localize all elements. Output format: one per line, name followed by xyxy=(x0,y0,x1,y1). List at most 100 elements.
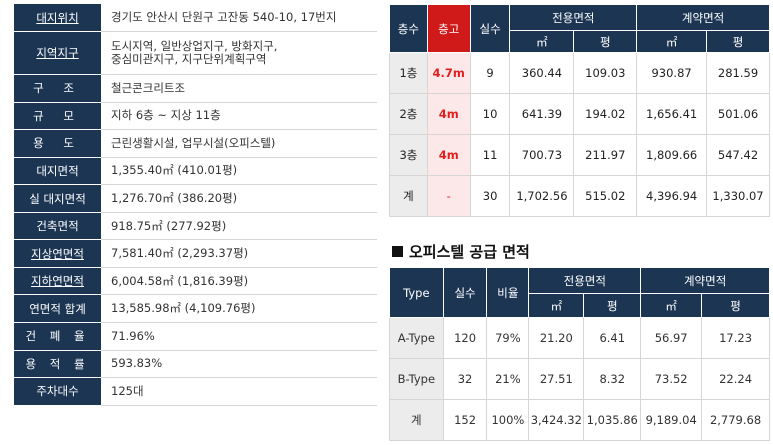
info-row: 구 조 철근콘크리트조 xyxy=(14,74,377,103)
contract-sqm-cell: 56.97 xyxy=(640,317,703,359)
exclusive-sqm-cell: 1,702.56 xyxy=(509,175,575,217)
contract-sqm-cell: 73.52 xyxy=(640,358,703,400)
header-height: 층고 xyxy=(426,4,471,53)
ratio-cell: 100% xyxy=(486,399,530,441)
info-row: 연면적 합계 13,585.98㎡ (4,109.76평) xyxy=(14,294,377,323)
info-row: 용 도 근린생활시설, 업무시설(오피스텔) xyxy=(14,129,377,158)
contract-pyeong-cell: 547.42 xyxy=(706,134,770,176)
officetel-supply-table: Type 실수 비율 전용면적 계약면적 ㎡ 평 ㎡ 평 A-Type 120 … xyxy=(389,267,770,441)
contract-sqm-cell: 930.87 xyxy=(636,52,708,94)
exclusive-sqm-cell: 21.20 xyxy=(528,317,585,359)
exclusive-pyeong-cell: 515.02 xyxy=(573,175,638,217)
table-row-total: 계 - 30 1,702.56 515.02 4,396.94 1,330.07 xyxy=(389,175,770,217)
info-row: 규 모 지하 6층 ~ 지상 11층 xyxy=(14,102,377,131)
info-value: 7,581.40㎡ (2,293.37평) xyxy=(101,239,377,268)
contract-sqm-cell: 9,189.04 xyxy=(640,399,703,441)
type-cell: 계 xyxy=(389,399,444,441)
info-value: 1,276.70㎡ (386.20평) xyxy=(101,184,377,213)
height-cell: 4m xyxy=(426,134,471,176)
rooms-cell: 30 xyxy=(469,175,511,217)
info-row: 건축면적 918.75㎡ (277.92평) xyxy=(14,212,377,241)
info-value: 13,585.98㎡ (4,109.76평) xyxy=(101,294,377,323)
contract-pyeong-cell: 281.59 xyxy=(706,52,770,94)
exclusive-sqm-cell: 641.39 xyxy=(509,93,575,135)
floor-cell: 계 xyxy=(389,175,428,217)
info-key: 연면적 합계 xyxy=(14,294,101,323)
exclusive-sqm-cell: 27.51 xyxy=(528,358,585,400)
section-title: 오피스텔 공급 면적 xyxy=(392,241,530,262)
info-value: 593.83% xyxy=(101,350,377,379)
info-row: 실 대지면적 1,276.70㎡ (386.20평) xyxy=(14,184,377,213)
height-cell: 4m xyxy=(426,93,471,135)
info-row: 대지면적 1,355.40㎡ (410.01평) xyxy=(14,157,377,186)
header-pyeong: 평 xyxy=(573,30,638,53)
floor-cell: 1층 xyxy=(389,52,428,94)
exclusive-pyeong-cell: 8.32 xyxy=(583,358,642,400)
header-type: Type xyxy=(389,267,444,318)
header-ratio: 비율 xyxy=(486,267,530,318)
exclusive-pyeong-cell: 109.03 xyxy=(573,52,638,94)
info-value: 철근콘크리트조 xyxy=(101,74,377,103)
rooms-cell: 9 xyxy=(469,52,511,94)
height-cell: - xyxy=(426,175,471,217)
info-key: 대지위치 xyxy=(14,4,101,33)
contract-pyeong-cell: 2,779.68 xyxy=(701,399,770,441)
info-value: 6,004.58㎡ (1,816.39평) xyxy=(101,267,377,296)
table-row-total: 계 152 100% 3,424.32 1,035.86 9,189.04 2,… xyxy=(389,399,770,441)
info-value: 125대 xyxy=(101,377,377,406)
info-row: 주차대수 125대 xyxy=(14,377,377,406)
table-row: 3층 4m 11 700.73 211.97 1,809.66 547.42 xyxy=(389,134,770,176)
header-sqm: ㎡ xyxy=(640,293,703,318)
header-contract-area: 계약면적 xyxy=(640,267,770,294)
type-cell: B-Type xyxy=(389,358,444,400)
info-value: 지하 6층 ~ 지상 11층 xyxy=(101,102,377,131)
rooms-cell: 120 xyxy=(442,317,488,359)
table-row: A-Type 120 79% 21.20 6.41 56.97 17.23 xyxy=(389,317,770,359)
exclusive-pyeong-cell: 211.97 xyxy=(573,134,638,176)
header-pyeong: 평 xyxy=(706,30,770,53)
exclusive-sqm-cell: 3,424.32 xyxy=(528,399,585,441)
header-sqm: ㎡ xyxy=(509,30,575,53)
info-key: 지하연면적 xyxy=(14,267,101,296)
info-value: 도시지역, 일반상업지구, 방화지구, 중심미관지구, 지구단위계획구역 xyxy=(101,31,377,76)
info-value: 71.96% xyxy=(101,322,377,351)
header-exclusive-area: 전용면적 xyxy=(509,4,638,31)
info-key: 대지면적 xyxy=(14,157,101,186)
floor-cell: 3층 xyxy=(389,134,428,176)
info-row: 건 폐 율 71.96% xyxy=(14,322,377,351)
header-sqm: ㎡ xyxy=(528,293,585,318)
table-row: 1층 4.7m 9 360.44 109.03 930.87 281.59 xyxy=(389,52,770,94)
info-key: 건 폐 율 xyxy=(14,322,101,351)
contract-pyeong-cell: 1,330.07 xyxy=(706,175,770,217)
height-cell: 4.7m xyxy=(426,52,471,94)
exclusive-pyeong-cell: 1,035.86 xyxy=(583,399,642,441)
site-info-table: 대지위치 경기도 안산시 단원구 고잔동 540-10, 17번지 지역지구 도… xyxy=(14,4,377,406)
contract-sqm-cell: 4,396.94 xyxy=(636,175,708,217)
exclusive-pyeong-cell: 6.41 xyxy=(583,317,642,359)
table-row: B-Type 32 21% 27.51 8.32 73.52 22.24 xyxy=(389,358,770,400)
info-row: 대지위치 경기도 안산시 단원구 고잔동 540-10, 17번지 xyxy=(14,4,377,33)
info-key: 용 적 률 xyxy=(14,350,101,379)
contract-pyeong-cell: 501.06 xyxy=(706,93,770,135)
info-row: 지하연면적 6,004.58㎡ (1,816.39평) xyxy=(14,267,377,296)
info-key: 건축면적 xyxy=(14,212,101,241)
header-rooms: 실수 xyxy=(469,4,511,53)
header-pyeong: 평 xyxy=(701,293,770,318)
ratio-cell: 79% xyxy=(486,317,530,359)
exclusive-sqm-cell: 360.44 xyxy=(509,52,575,94)
exclusive-pyeong-cell: 194.02 xyxy=(573,93,638,135)
header-contract-area: 계약면적 xyxy=(636,4,770,31)
type-cell: A-Type xyxy=(389,317,444,359)
ratio-cell: 21% xyxy=(486,358,530,400)
contract-pyeong-cell: 22.24 xyxy=(701,358,770,400)
rooms-cell: 10 xyxy=(469,93,511,135)
floor-cell: 2층 xyxy=(389,93,428,135)
floor-area-table: 층수 층고 실수 전용면적 계약면적 ㎡ 평 ㎡ 평 1층 4.7m 9 360… xyxy=(389,4,770,217)
rooms-cell: 152 xyxy=(442,399,488,441)
info-key: 규 모 xyxy=(14,102,101,131)
info-key: 지상연면적 xyxy=(14,239,101,268)
info-key: 실 대지면적 xyxy=(14,184,101,213)
contract-sqm-cell: 1,656.41 xyxy=(636,93,708,135)
contract-sqm-cell: 1,809.66 xyxy=(636,134,708,176)
header-rooms: 실수 xyxy=(442,267,488,318)
